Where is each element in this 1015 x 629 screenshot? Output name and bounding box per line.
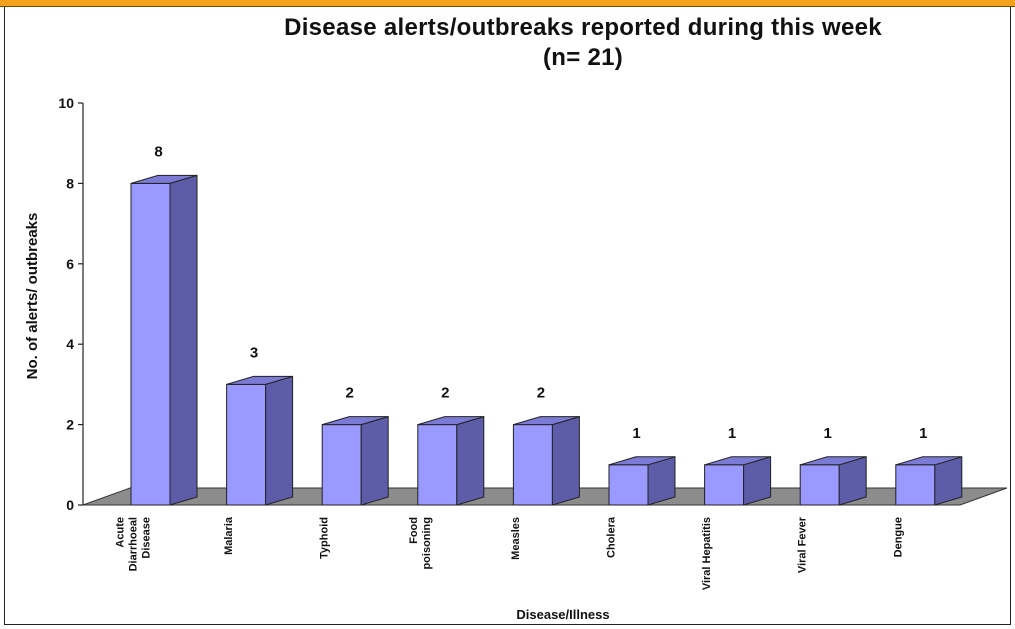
x-tick-label-line: Malaria [223, 516, 235, 555]
x-tick-label: Acute Diarrhoeal Disease [115, 517, 153, 571]
right-border [1010, 7, 1011, 625]
y-tick-label: 0 [66, 497, 74, 513]
bar-top [704, 456, 771, 466]
x-tick-label: Measles [510, 517, 522, 560]
x-tick-label: Food poisoning [408, 517, 433, 570]
y-tick-label: 10 [58, 95, 74, 111]
bar-side [169, 174, 198, 506]
bar-front [321, 424, 362, 506]
bar-front [895, 464, 936, 506]
y-tick-label: 8 [66, 175, 74, 191]
x-tick-label-line: Disease [141, 517, 153, 559]
data-label: 8 [154, 143, 162, 160]
bar-side [551, 415, 580, 506]
bar-top [130, 174, 198, 184]
y-tick-label: 2 [66, 417, 74, 433]
x-tick-label-line: Viral Hepatitis [701, 517, 713, 590]
top-accent-rule [0, 0, 1015, 6]
bar-top [895, 456, 962, 466]
x-tick-label: Typhoid [319, 517, 331, 559]
data-label: 2 [537, 385, 545, 402]
x-tick-label: Malaria [223, 516, 235, 555]
data-label: 3 [250, 344, 258, 361]
bar-front [799, 464, 840, 506]
left-border [4, 7, 5, 625]
data-label: 1 [632, 425, 640, 442]
bar-top [322, 416, 389, 426]
bar-front [417, 424, 458, 506]
data-label: 1 [919, 425, 927, 442]
bottom-border [4, 624, 1011, 625]
y-axis-label: No. of alerts/ outbreaks [24, 213, 41, 380]
x-axis-label: Disease/Illness [516, 607, 609, 622]
y-tick-label: 6 [66, 256, 74, 272]
bar-front [704, 464, 745, 506]
bar-top [417, 416, 484, 426]
chart-title: Disease alerts/outbreaks reported during… [284, 14, 882, 41]
bar-top [513, 416, 580, 426]
bar-side [456, 415, 485, 506]
bar-side [360, 415, 389, 506]
chart-subtitle: (n= 21) [542, 44, 624, 71]
x-tick-label-line: Food [408, 517, 420, 544]
bar-top [226, 375, 293, 385]
x-tick-label: Viral Hepatitis [701, 517, 713, 590]
bar-top [608, 456, 676, 466]
bar-front [512, 424, 553, 506]
x-tick-label-line: Diarrhoeal [128, 517, 140, 571]
data-label: 1 [824, 425, 832, 442]
y-tick-label: 4 [66, 336, 74, 352]
x-tick-label: Cholera [606, 516, 618, 558]
x-tick-label-line: Viral Fever [797, 516, 809, 573]
bar-front [608, 464, 649, 506]
x-tick-label-line: Cholera [606, 516, 618, 558]
bar-front [226, 383, 267, 506]
data-label: 2 [346, 385, 354, 402]
bar-side [265, 375, 294, 506]
x-tick-label-line: Typhoid [319, 517, 331, 559]
x-tick-label: Dengue [892, 517, 904, 557]
bar-front [130, 182, 171, 506]
x-tick-label-line: Dengue [892, 517, 904, 557]
bar-top [800, 456, 867, 466]
data-label: 2 [441, 385, 449, 402]
x-tick-label-line: Acute [115, 517, 127, 548]
top-accent-shadow [0, 6, 1015, 7]
x-tick-label-line: Measles [510, 517, 522, 560]
x-tick-label: Viral Fever [797, 516, 809, 573]
data-label: 1 [728, 425, 736, 442]
x-tick-label-line: poisoning [421, 517, 433, 570]
